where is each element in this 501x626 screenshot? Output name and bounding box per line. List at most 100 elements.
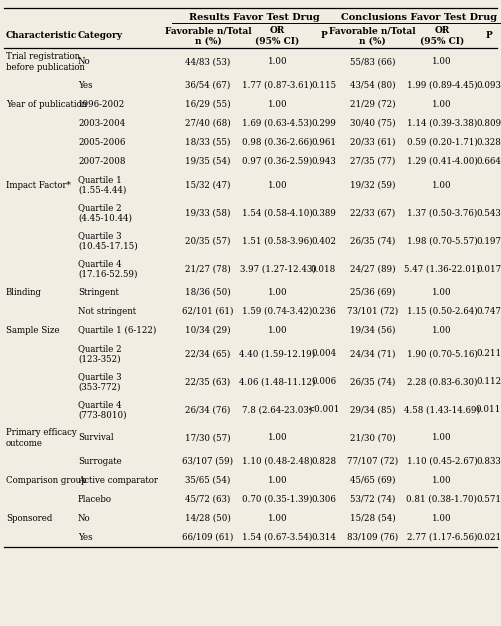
Text: 1.77 (0.87-3.61): 1.77 (0.87-3.61): [242, 81, 313, 90]
Text: 1.37 (0.50-3.76): 1.37 (0.50-3.76): [407, 208, 477, 217]
Text: Comparison group: Comparison group: [6, 476, 87, 485]
Text: 1.54 (0.58-4.10): 1.54 (0.58-4.10): [242, 208, 313, 217]
Text: 1.00: 1.00: [432, 180, 452, 190]
Text: Conclusions Favor Test Drug: Conclusions Favor Test Drug: [341, 13, 497, 21]
Text: 18/33 (55): 18/33 (55): [185, 138, 231, 147]
Text: Blinding: Blinding: [6, 288, 42, 297]
Text: Quartile 4
(773-8010): Quartile 4 (773-8010): [78, 400, 127, 419]
Text: Sponsored: Sponsored: [6, 514, 53, 523]
Text: 18/36 (50): 18/36 (50): [185, 288, 231, 297]
Text: 22/33 (67): 22/33 (67): [350, 208, 395, 217]
Text: 2.77 (1.17-6.56): 2.77 (1.17-6.56): [407, 533, 477, 542]
Text: 0.81 (0.38-1.70): 0.81 (0.38-1.70): [406, 495, 477, 504]
Text: 0.543: 0.543: [476, 208, 501, 217]
Text: 0.98 (0.36-2.66): 0.98 (0.36-2.66): [242, 138, 313, 147]
Text: 0.402: 0.402: [311, 237, 336, 245]
Text: Trial registration
before publication: Trial registration before publication: [6, 53, 85, 72]
Text: Year of publication: Year of publication: [6, 100, 87, 109]
Text: 0.70 (0.35-1.39): 0.70 (0.35-1.39): [242, 495, 313, 504]
Text: 1.69 (0.63-4.53): 1.69 (0.63-4.53): [242, 119, 313, 128]
Text: 0.328: 0.328: [476, 138, 501, 147]
Text: 0.018: 0.018: [311, 265, 336, 274]
Text: 1.54 (0.67-3.54): 1.54 (0.67-3.54): [242, 533, 313, 542]
Text: 0.59 (0.20-1.71): 0.59 (0.20-1.71): [407, 138, 477, 147]
Text: 1.00: 1.00: [268, 100, 287, 109]
Text: 1.14 (0.39-3.38): 1.14 (0.39-3.38): [407, 119, 477, 128]
Text: 0.306: 0.306: [311, 495, 336, 504]
Text: 19/32 (59): 19/32 (59): [350, 180, 395, 190]
Text: 1996-2002: 1996-2002: [78, 100, 125, 109]
Text: Quartile 1 (6-122): Quartile 1 (6-122): [78, 326, 156, 335]
Text: 0.664: 0.664: [476, 157, 501, 166]
Text: Quartile 2
(4.45-10.44): Quartile 2 (4.45-10.44): [78, 203, 132, 223]
Text: 1.00: 1.00: [432, 100, 452, 109]
Text: 0.809: 0.809: [476, 119, 501, 128]
Text: 1.29 (0.41-4.00): 1.29 (0.41-4.00): [407, 157, 477, 166]
Text: 1.00: 1.00: [268, 326, 287, 335]
Text: Survival: Survival: [78, 433, 114, 443]
Text: 1.10 (0.45-2.67): 1.10 (0.45-2.67): [407, 457, 477, 466]
Text: 14/28 (50): 14/28 (50): [185, 514, 231, 523]
Text: 0.021: 0.021: [476, 533, 501, 542]
Text: 55/83 (66): 55/83 (66): [350, 58, 395, 66]
Text: 4.58 (1.43-14.69): 4.58 (1.43-14.69): [404, 406, 480, 414]
Text: 1.00: 1.00: [268, 476, 287, 485]
Text: 35/65 (54): 35/65 (54): [185, 476, 230, 485]
Text: Impact Factor*: Impact Factor*: [6, 180, 71, 190]
Text: Quartile 3
(353-772): Quartile 3 (353-772): [78, 372, 122, 392]
Text: 0.747: 0.747: [476, 307, 501, 316]
Text: 0.961: 0.961: [311, 138, 336, 147]
Text: Yes: Yes: [78, 533, 93, 542]
Text: 0.093: 0.093: [476, 81, 501, 90]
Text: Characteristic: Characteristic: [6, 31, 77, 41]
Text: Not stringent: Not stringent: [78, 307, 136, 316]
Text: Active comparator: Active comparator: [78, 476, 158, 485]
Text: 1.00: 1.00: [432, 476, 452, 485]
Text: 1.00: 1.00: [432, 288, 452, 297]
Text: Category: Category: [78, 31, 123, 41]
Text: 0.017: 0.017: [476, 265, 501, 274]
Text: 4.06 (1.48-11.12): 4.06 (1.48-11.12): [239, 377, 316, 386]
Text: 26/35 (74): 26/35 (74): [350, 237, 395, 245]
Text: 0.389: 0.389: [311, 208, 336, 217]
Text: 44/83 (53): 44/83 (53): [185, 58, 230, 66]
Text: 27/40 (68): 27/40 (68): [185, 119, 231, 128]
Text: 3.97 (1.27-12.43): 3.97 (1.27-12.43): [239, 265, 315, 274]
Text: Results Favor Test Drug: Results Favor Test Drug: [189, 13, 320, 21]
Text: 0.211: 0.211: [476, 349, 501, 359]
Text: 0.236: 0.236: [311, 307, 336, 316]
Text: Quartile 4
(17.16-52.59): Quartile 4 (17.16-52.59): [78, 259, 137, 279]
Text: 1.00: 1.00: [268, 180, 287, 190]
Text: 83/109 (76): 83/109 (76): [347, 533, 398, 542]
Text: 4.40 (1.59-12.19): 4.40 (1.59-12.19): [239, 349, 316, 359]
Text: 19/34 (56): 19/34 (56): [350, 326, 395, 335]
Text: <0.001: <0.001: [307, 406, 340, 414]
Text: Sample Size: Sample Size: [6, 326, 60, 335]
Text: 1.98 (0.70-5.57): 1.98 (0.70-5.57): [407, 237, 477, 245]
Text: 21/29 (72): 21/29 (72): [350, 100, 395, 109]
Text: 1.00: 1.00: [432, 326, 452, 335]
Text: 22/34 (65): 22/34 (65): [185, 349, 230, 359]
Text: 0.571: 0.571: [476, 495, 501, 504]
Text: Favorable n/Total
n (%): Favorable n/Total n (%): [165, 26, 252, 46]
Text: 1.00: 1.00: [432, 433, 452, 443]
Text: 0.314: 0.314: [311, 533, 336, 542]
Text: 7.8 (2.64-23.03): 7.8 (2.64-23.03): [242, 406, 313, 414]
Text: 45/72 (63): 45/72 (63): [185, 495, 230, 504]
Text: 2007-2008: 2007-2008: [78, 157, 125, 166]
Text: 16/29 (55): 16/29 (55): [185, 100, 231, 109]
Text: 36/54 (67): 36/54 (67): [185, 81, 230, 90]
Text: 2005-2006: 2005-2006: [78, 138, 125, 147]
Text: 15/32 (47): 15/32 (47): [185, 180, 231, 190]
Text: 24/34 (71): 24/34 (71): [350, 349, 395, 359]
Text: 21/30 (70): 21/30 (70): [350, 433, 395, 443]
Text: 1.00: 1.00: [432, 58, 452, 66]
Text: 2.28 (0.83-6.30): 2.28 (0.83-6.30): [407, 377, 477, 386]
Text: 0.004: 0.004: [311, 349, 336, 359]
Text: 77/107 (72): 77/107 (72): [347, 457, 398, 466]
Text: Stringent: Stringent: [78, 288, 119, 297]
Text: 66/109 (61): 66/109 (61): [182, 533, 233, 542]
Text: Surrogate: Surrogate: [78, 457, 122, 466]
Text: 19/35 (54): 19/35 (54): [185, 157, 231, 166]
Text: 53/72 (74): 53/72 (74): [350, 495, 395, 504]
